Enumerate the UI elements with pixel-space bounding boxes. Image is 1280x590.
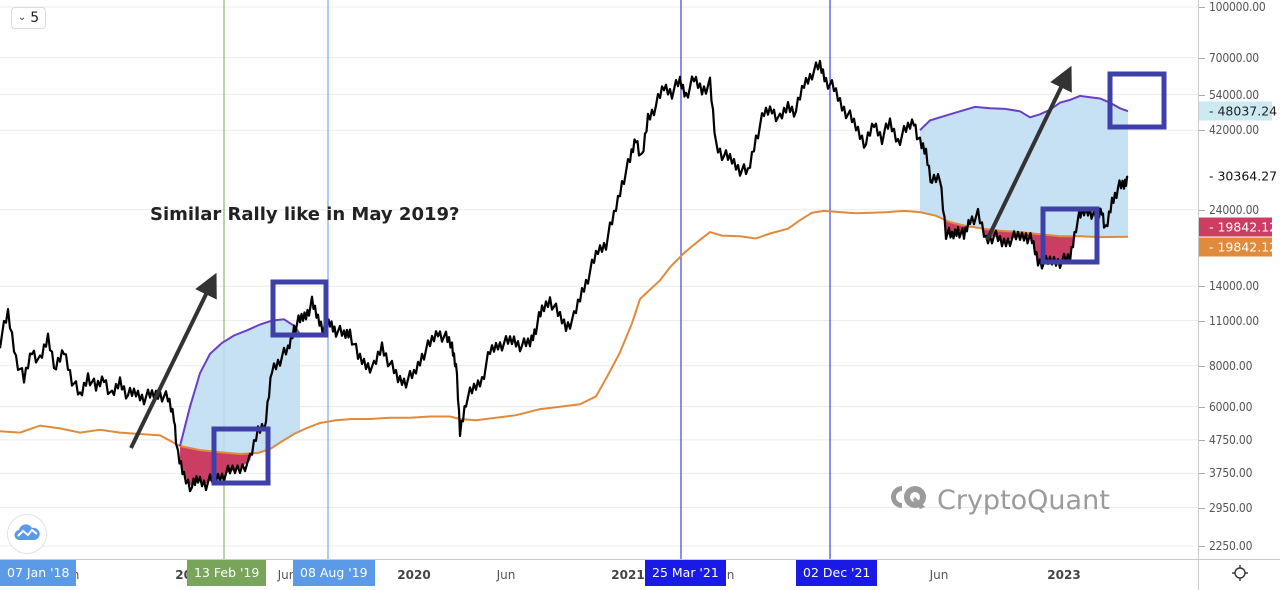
time-tick-label: 2020 <box>397 568 431 582</box>
price-chart-plot[interactable] <box>0 0 1198 559</box>
trend-arrow <box>129 272 217 449</box>
gear-icon <box>1231 564 1249 586</box>
price-tick-label: 54000.00 <box>1209 87 1259 102</box>
interval-selector[interactable]: ⌄ 5 <box>11 7 46 29</box>
price-badge: - 48037.24 <box>1199 101 1277 121</box>
price-tick <box>1199 7 1205 8</box>
time-tick-label: Jun <box>929 568 949 582</box>
price-tick-label: 42000.00 <box>1209 123 1259 138</box>
time-marker-badge: 07 Jan '18 <box>0 560 77 586</box>
time-marker-badge: 02 Dec '21 <box>796 560 878 586</box>
realized-price-line <box>0 209 1129 456</box>
highlight-box <box>1040 206 1100 265</box>
price-tick <box>1199 130 1205 132</box>
price-tick <box>1199 546 1205 547</box>
price-tick <box>1199 57 1205 59</box>
price-tick <box>1199 320 1205 322</box>
upper-band-line <box>919 94 1129 131</box>
time-axis[interactable]: Jun2019Jun2020Jun2021JunJun202307 Jan '1… <box>0 559 1198 590</box>
btc-price-line <box>0 59 1129 493</box>
price-tick <box>1199 439 1205 441</box>
price-tick <box>1199 209 1205 211</box>
price-tick <box>1199 286 1205 288</box>
price-tick-label: 3750.00 <box>1209 466 1253 481</box>
time-tick-label: 2021 <box>611 568 645 582</box>
upper-band-fill <box>180 319 300 454</box>
time-marker-badge: 08 Aug '19 <box>293 560 375 586</box>
highlight-box <box>1107 71 1167 130</box>
chevron-down-icon: ⌄ <box>17 11 27 23</box>
price-tick-label: 24000.00 <box>1209 202 1259 217</box>
cloud-chart-icon <box>14 523 40 545</box>
price-tick-label: 6000.00 <box>1209 399 1253 414</box>
interval-value: 5 <box>30 10 40 26</box>
time-tick-label: Jun <box>277 568 297 582</box>
highlight-box <box>211 426 271 486</box>
time-marker-badge: 13 Feb '19 <box>187 560 267 586</box>
price-tick-label: 11000.00 <box>1209 313 1259 328</box>
price-tick-label: 100000.00 <box>1209 0 1266 14</box>
rally-annotation-text: Similar Rally like in May 2019? <box>150 204 460 225</box>
price-badge: - 19842.12 <box>1199 217 1277 237</box>
price-tick-label: 4750.00 <box>1209 432 1253 447</box>
highlight-box <box>270 279 329 338</box>
time-tick-label: 2023 <box>1047 568 1081 582</box>
time-tick-label: Jun <box>496 568 516 582</box>
price-tick-label: 8000.00 <box>1209 358 1253 373</box>
price-badge: - 19842.12 <box>1199 237 1277 257</box>
watermark-label: CryptoQuant <box>937 485 1110 516</box>
trend-arrow <box>985 65 1072 241</box>
upper-band-line <box>179 318 301 447</box>
price-badge: - 30364.27 <box>1199 166 1277 186</box>
price-axis[interactable]: 100000.00 70000.00 54000.00 42000.00 24000.0… <box>1198 0 1280 559</box>
price-tick <box>1199 406 1205 408</box>
price-tick-label: 2250.00 <box>1209 539 1253 553</box>
time-marker-badge: 25 Mar '21 <box>645 560 726 586</box>
price-tick <box>1199 507 1205 509</box>
cryptoquant-logo-icon <box>891 484 929 517</box>
tradingview-logo-button[interactable] <box>7 514 47 554</box>
price-tick <box>1199 94 1205 96</box>
price-tick-label: 14000.00 <box>1209 279 1259 294</box>
chart-settings-button[interactable] <box>1198 559 1280 590</box>
cryptoquant-watermark: CryptoQuant <box>891 484 1110 517</box>
price-tick <box>1199 365 1205 367</box>
price-tick-label: 2950.00 <box>1209 500 1253 515</box>
price-tick <box>1199 473 1205 475</box>
price-tick-label: 70000.00 <box>1209 50 1259 65</box>
